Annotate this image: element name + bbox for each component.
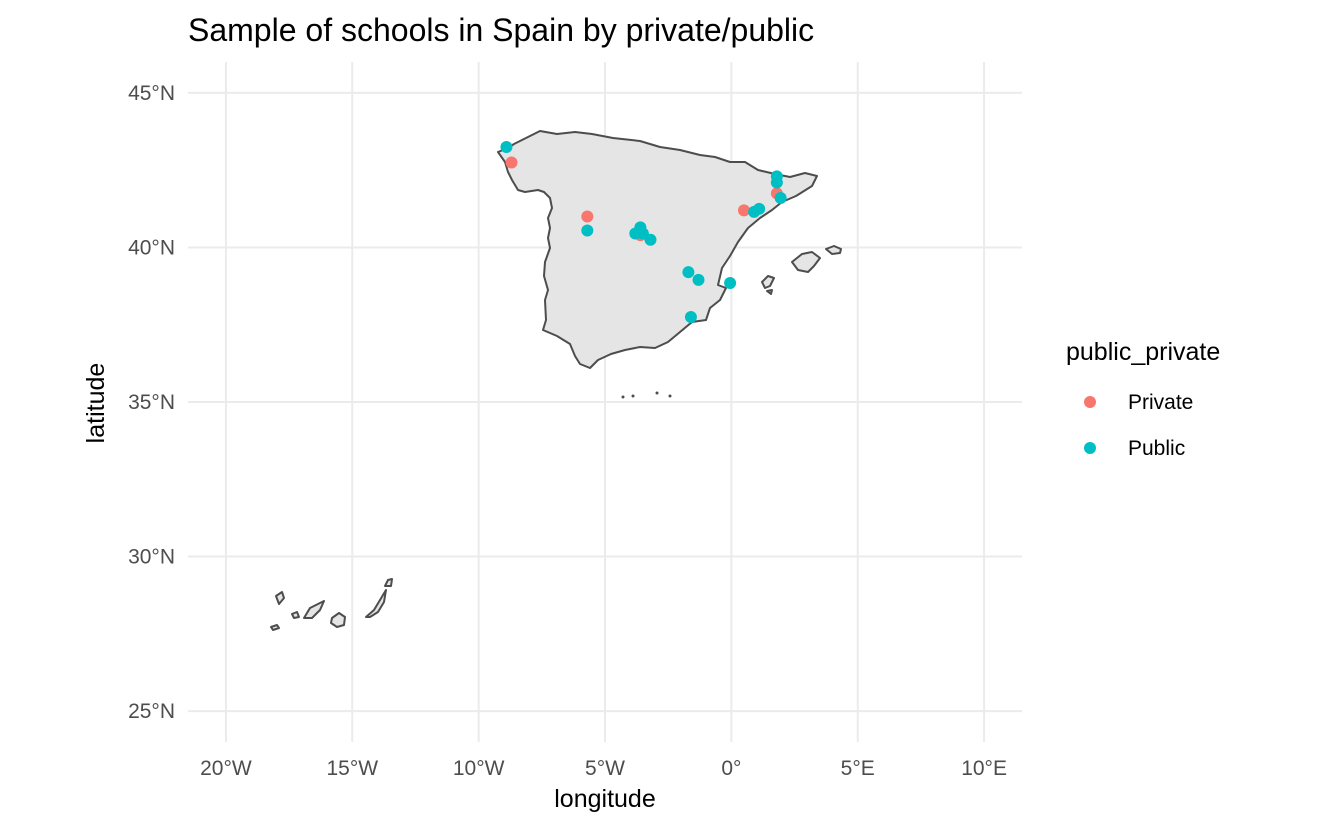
point-public	[724, 277, 737, 289]
y-tick-label: 35°N	[128, 391, 175, 414]
legend-key-public	[1084, 442, 1096, 454]
melilla-marker	[655, 391, 659, 395]
chart-title: Sample of schools in Spain by private/pu…	[188, 12, 814, 48]
legend-label-public: Public	[1128, 437, 1185, 460]
la-palma-outline	[275, 591, 285, 605]
gran-canaria-outline	[330, 612, 346, 628]
legend: public_private Private Public	[1066, 338, 1220, 460]
point-private	[581, 210, 594, 223]
la-gomera-outline	[291, 611, 300, 619]
mallorca-outline	[791, 251, 821, 273]
tenerife-outline	[303, 600, 325, 619]
ceuta-marker	[621, 395, 625, 399]
point-public	[581, 224, 594, 237]
point-public	[753, 202, 766, 215]
point-public	[774, 192, 787, 204]
y-axis-title: latitude	[82, 363, 110, 444]
menorca-outline	[825, 245, 842, 255]
x-tick-label: 10°E	[961, 757, 1007, 780]
x-tick-label: 5°E	[841, 757, 875, 780]
point-public	[770, 176, 783, 189]
x-axis-title: longitude	[554, 785, 655, 813]
islet-marker	[668, 394, 672, 398]
y-tick-label: 45°N	[128, 82, 175, 105]
data-points	[500, 141, 787, 323]
ibiza-outline	[761, 275, 775, 289]
point-public	[684, 311, 697, 323]
point-private	[505, 156, 518, 169]
iberian-peninsula-outline	[497, 130, 818, 369]
legend-title: public_private	[1066, 338, 1220, 366]
y-tick-label: 25°N	[128, 700, 175, 723]
islet-marker	[631, 394, 635, 398]
x-tick-label: 0°	[721, 757, 741, 780]
y-tick-label: 30°N	[128, 546, 175, 569]
point-private	[738, 204, 750, 217]
lanzarote-outline	[384, 578, 393, 587]
x-axis-ticks: 20°W 15°W 10°W 5°W 0° 5°E 10°E	[200, 757, 1007, 780]
y-axis-ticks: 45°N 40°N 35°N 30°N 25°N	[128, 82, 175, 723]
y-tick-label: 40°N	[128, 236, 175, 259]
legend-key-private	[1084, 396, 1096, 408]
point-public	[692, 273, 705, 286]
x-tick-label: 20°W	[200, 757, 252, 780]
x-tick-label: 5°W	[585, 757, 625, 780]
point-public	[500, 141, 513, 153]
formentera-outline	[766, 289, 773, 295]
fuerteventura-outline	[365, 589, 387, 618]
point-public	[644, 233, 657, 246]
spain-map	[270, 130, 842, 631]
el-hierro-outline	[270, 624, 280, 631]
legend-label-private: Private	[1128, 391, 1193, 414]
x-tick-label: 15°W	[326, 757, 378, 780]
x-tick-label: 10°W	[453, 757, 505, 780]
point-public	[682, 266, 695, 279]
